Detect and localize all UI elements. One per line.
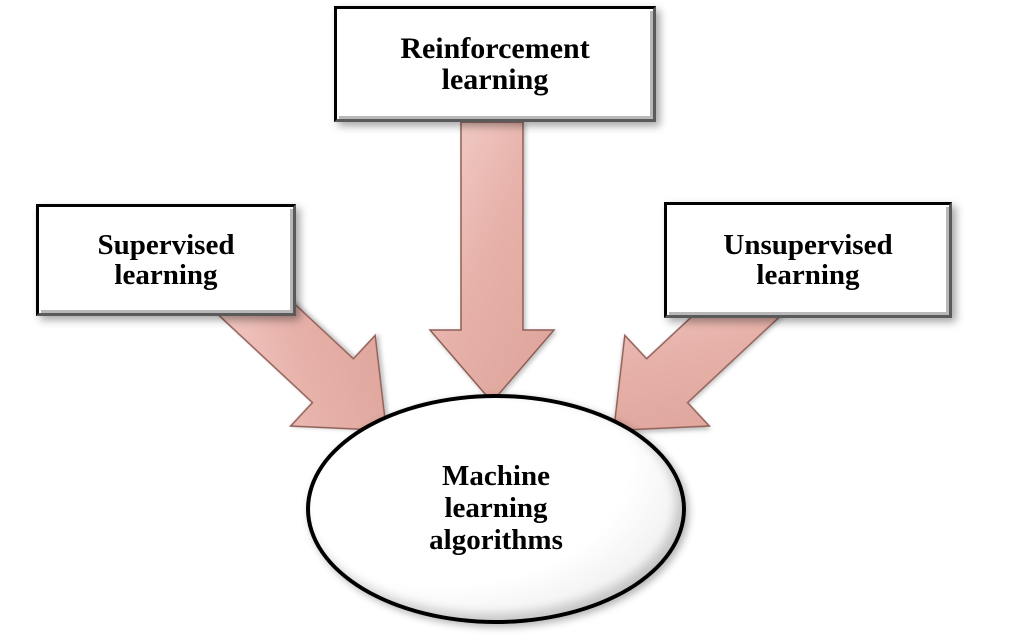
node-left-line2: learning [98,260,235,290]
node-reinforcement-learning: Reinforcement learning [334,6,656,122]
node-unsupervised-learning: Unsupervised learning [664,202,952,318]
node-top-line2: learning [400,64,589,96]
node-right-line2: learning [723,260,892,290]
node-center-line3: algorithms [429,525,563,557]
node-right-line1: Unsupervised [723,230,892,260]
node-center-line1: Machine [429,461,563,493]
arrow-top-to-center [430,122,554,402]
node-supervised-learning: Supervised learning [36,204,296,316]
node-top-line1: Reinforcement [400,33,589,65]
diagram-stage: Reinforcement learning Supervised learni… [0,0,1012,637]
node-center-line2: learning [429,493,563,525]
node-machine-learning-algorithms: Machine learning algorithms [306,394,686,624]
node-left-line1: Supervised [98,230,235,260]
